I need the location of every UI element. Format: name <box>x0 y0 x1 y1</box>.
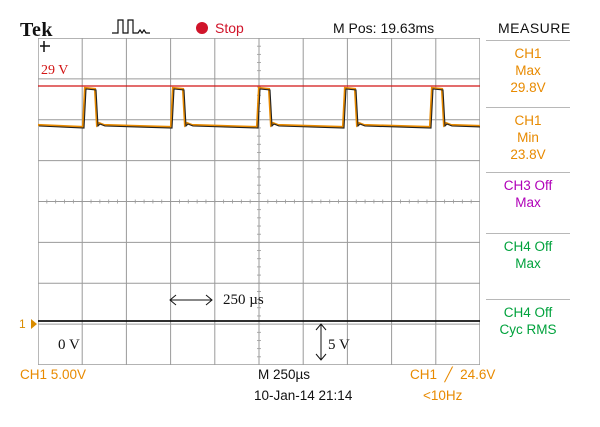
time-span-arrow <box>169 294 213 306</box>
measure-menu-title: MEASURE <box>498 20 571 36</box>
waveform-display <box>38 38 480 365</box>
measurement-4-type: Max <box>515 256 541 271</box>
measurement-3-source: CH3 Off <box>503 178 553 193</box>
measurement-4-source: CH4 Off <box>503 239 553 254</box>
measurement-1-source: CH1 <box>514 46 542 61</box>
measurement-2-value: 23.8V <box>510 147 546 162</box>
measurement-1-type: Max <box>515 63 541 78</box>
timebase: M 250µs <box>258 367 311 382</box>
measurement-4[interactable]: CH4 Off Max <box>486 233 570 298</box>
trigger-setting: CH1 ╱ 24.6V <box>410 367 496 382</box>
ch1-scale: CH1 5.00V <box>20 367 87 382</box>
ch1-ground-arrow-icon <box>31 319 37 329</box>
measurement-2-type: Min <box>517 130 539 145</box>
date-time: 10-Jan-14 21:14 <box>254 388 353 403</box>
volt-span-label: 5 V <box>328 337 350 353</box>
measurement-1[interactable]: CH1 Max 29.8V <box>486 40 570 106</box>
measurement-2[interactable]: CH1 Min 23.8V <box>486 107 570 171</box>
status-bar: Tek Stop M Pos: 19.63ms MEASURE <box>0 0 600 41</box>
measurement-3-type: Max <box>515 195 541 210</box>
measurement-5[interactable]: CH4 Off Cyc RMS <box>486 299 570 361</box>
ref-level-label: 29 V <box>41 63 69 78</box>
measurement-5-source: CH4 Off <box>503 305 553 320</box>
measurement-1-value: 29.8V <box>510 80 546 95</box>
horizontal-position: M Pos: 19.63ms <box>333 20 435 36</box>
zero-level-label: 0 V <box>58 337 80 353</box>
trigger-position-icon <box>40 41 50 52</box>
ch1-trace <box>38 86 480 129</box>
ch1-ground-marker: 1 <box>19 317 26 331</box>
measurement-3[interactable]: CH3 Off Max <box>486 172 570 232</box>
time-span-label: 250 µs <box>223 292 264 308</box>
acquisition-state: Stop <box>215 20 244 36</box>
graticule <box>38 38 480 365</box>
trigger-frequency: <10Hz <box>423 388 463 403</box>
brand-logo: Tek <box>20 19 54 41</box>
volt-span-arrow <box>315 323 327 361</box>
trigger-status-icon <box>112 19 150 34</box>
measurement-5-type: Cyc RMS <box>499 322 557 337</box>
ch1-trace-overlay <box>38 88 480 129</box>
stop-indicator-icon <box>196 22 208 34</box>
measurement-2-source: CH1 <box>514 113 542 128</box>
